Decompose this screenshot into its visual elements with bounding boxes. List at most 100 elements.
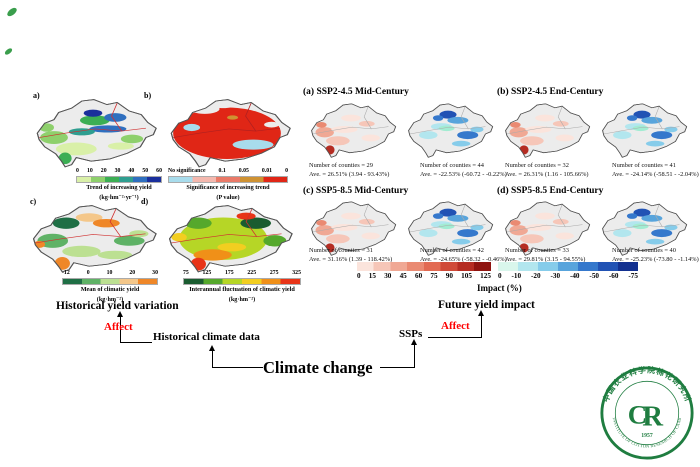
tick-label: 40 [128,168,135,174]
map-positive-impact [305,199,397,257]
tick-label: 30 [152,270,158,276]
tick-label: -20 [530,272,541,280]
tick-label: 20 [100,168,107,174]
map-stats: Number of counties = 29 Ave. = 26.51% (3… [309,162,389,179]
ssps-label: SSPs [399,328,423,340]
leaf-mark-icon [5,5,19,24]
map-trend-of-increasing-yield [28,96,158,169]
colorbar-impact-negative: 0 -10 -20 -30 -40 -50 -60 -75 [498,261,638,280]
tick-label: No significance [168,168,206,174]
connector-line [212,367,263,369]
tick-label: 75 [430,272,438,280]
affect-label-right: Affect [441,320,470,332]
arrow-up-icon [116,311,123,317]
colorbar-ticks: 75 125 175 225 275 325 [183,270,301,277]
colorbar-gradient [76,175,162,183]
tick-label: 30 [114,168,121,174]
connector-line [480,316,482,338]
tick-label: -75 [628,272,638,280]
connector-line [380,367,414,369]
tick-label: 90 [445,272,453,280]
map-stats: Number of counties = 41 Ave. = -24.14% (… [612,162,699,179]
tick-label: 75 [183,270,189,276]
tick-label: 0 [498,272,502,280]
colorbar-caption: Trend of increasing yield [86,184,152,192]
colorbar-units: (kg·hm⁻²·yr⁻¹) [99,193,139,201]
tick-label: 0 [285,168,288,174]
tick-label: 50 [142,168,149,174]
map-negative-impact [402,199,494,257]
leaf-mark-icon [3,44,14,62]
tick-label: 125 [202,270,212,276]
counties-line: Number of counties = 40 [612,247,676,254]
tick-label: -40 [569,272,580,280]
tick-label: 30 [384,272,392,280]
map-stats: Number of counties = 42 Ave. = -24.65% (… [420,247,507,264]
tick-label: 105 [461,272,472,280]
panel-tag-d: d) [141,197,149,206]
tick-label: 0 [357,272,361,280]
seal-monogram-c: C [628,400,647,430]
tick-label: 0 [86,270,90,276]
counties-line: Number of counties = 29 [309,162,373,169]
tick-label: 60 [156,168,162,174]
tick-label: 225 [247,270,257,276]
connector-line [428,337,481,339]
tick-label: -50 [589,272,600,280]
tick-label: 325 [292,270,301,276]
average-line: Ave. = 26.31% (1.16 - 105.66%) [505,170,589,178]
connector-line [119,317,121,343]
map-positive-impact [499,199,591,257]
map-negative-impact [596,199,688,257]
future-heading: Future yield impact [438,299,535,311]
colorbar-fluctuation: 75 125 175 225 275 325 Interannual fluctuatio… [183,270,301,303]
map-stats: Number of counties = 32 Ave. = 26.31% (1… [505,162,589,179]
panel-title: (b) SSP2-4.5 End-Century [497,87,604,97]
panel-tag-b: b) [144,91,152,100]
counties-line: Number of counties = 31 [309,247,373,254]
tick-label: 45 [399,272,407,280]
tick-label: 10 [86,168,93,174]
institute-seal-logo: 中国农业科学院棉花研究所 INSTITUTE OF COTTON RESEARC… [599,364,695,461]
average-line: Ave. = 26.51% (3.94 - 93.43%) [309,170,390,178]
tick-label: 175 [224,270,234,276]
average-line: Ave. = -22.53% (-60.72 - -0.22%) [420,170,507,178]
tick-label: 0.1 [218,168,226,174]
tick-label: 0.05 [238,168,249,174]
map-stats: Number of counties = 31 Ave. = 31.16% (1… [309,247,392,264]
colorbar-ticks: 0 15 30 45 60 75 90 105 125 [357,272,491,280]
arrow-up-icon [209,345,215,351]
tick-label: -60 [608,272,619,280]
colorbar-significance: No significance 0.1 0.05 0.01 0 Significance… [168,168,288,201]
colorbar-mean: -12 0 10 20 30 Mean of climatic yield (kg·hm… [62,270,158,303]
connector-line [212,351,214,368]
map-interannual-fluctuation [160,202,294,274]
counties-line: Number of counties = 41 [612,162,676,169]
colorbar-units: (kg·hm⁻²) [96,295,124,303]
tick-label: -10 [511,272,522,280]
tick-label: 275 [269,270,279,276]
average-line: Ave. = -24.14% (-58.51 - -2.04%) [612,170,699,178]
map-negative-impact [402,101,494,159]
colorbar-units: (P value) [216,193,240,201]
map-stats: Number of counties = 40 Ave. = -25.23% (… [612,247,699,264]
map-stats: Number of counties = 33 Ave. = 29.81% (3… [505,247,585,264]
connector-line [119,342,152,344]
seal-inner-ring [614,380,680,446]
connector-line [413,345,415,368]
colorbar-gradient [498,262,638,271]
colorbar-gradient [168,175,288,183]
affect-label-left: Affect [104,321,133,333]
colorbar-impact-positive: 0 15 30 45 60 75 90 105 125 [357,261,491,280]
seal-monogram-r: R [642,400,664,432]
tick-label: -12 [62,270,70,276]
map-negative-impact [596,101,688,159]
tick-label: 0 [76,168,79,174]
counties-line: Number of counties = 33 [505,247,569,254]
tick-label: -30 [550,272,561,280]
colorbar-caption: Mean of climatic yield [80,286,140,294]
panel-tag-a: a) [33,91,40,100]
impact-axis-label: Impact (%) [477,283,522,293]
colorbar-gradient [62,277,158,285]
colorbar-ticks: 0 10 20 30 40 50 60 [76,168,162,175]
